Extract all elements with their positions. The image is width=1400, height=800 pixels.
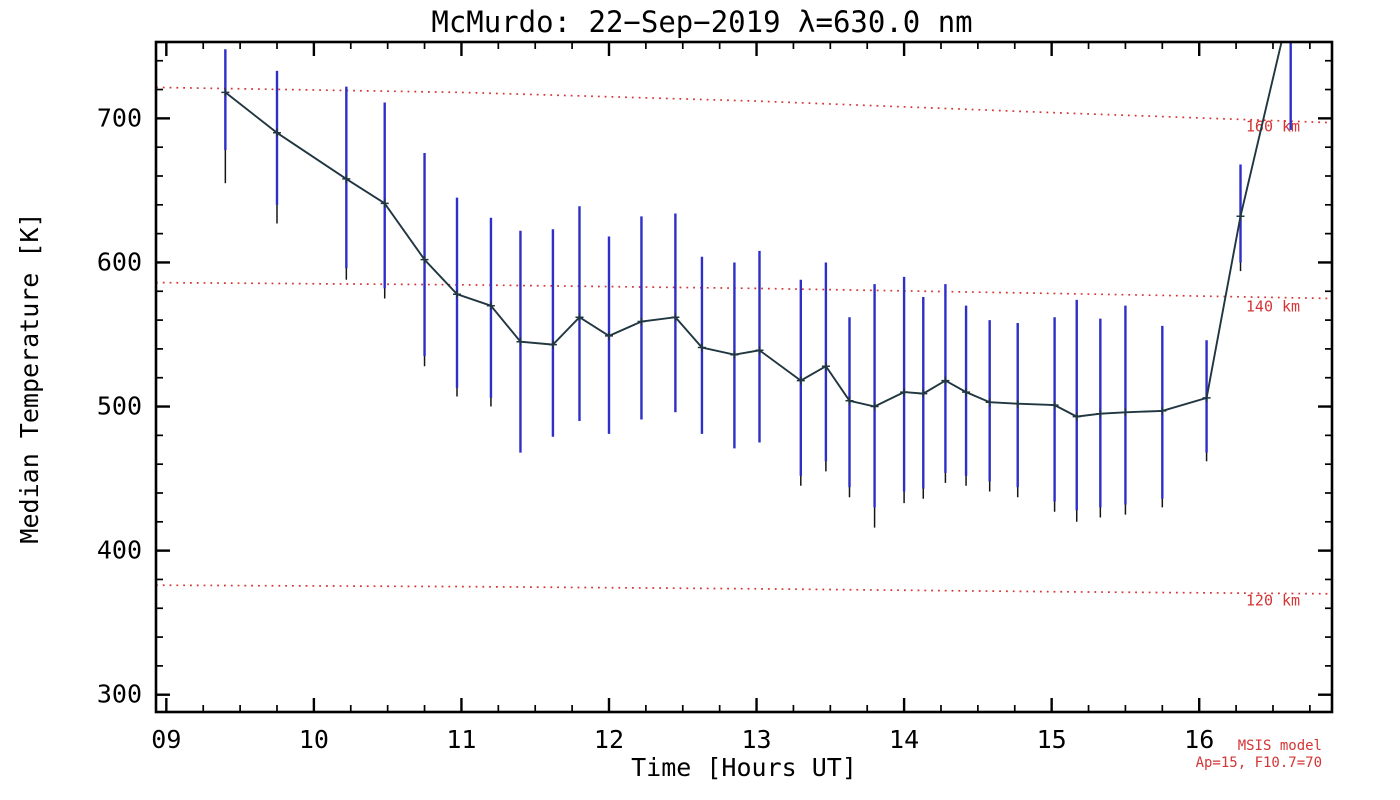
- data-marker: [1287, 0, 1295, 7]
- msis-line-120km: [155, 584, 1333, 595]
- msis-label-120km: 120 km: [1246, 591, 1300, 609]
- y-axis-label: Median Temperature [K]: [15, 212, 44, 543]
- data-marker: [941, 376, 950, 385]
- data-marker: [1096, 409, 1105, 418]
- y-tick-label: 700: [97, 103, 142, 132]
- x-tick-label: 12: [594, 725, 624, 754]
- data-marker: [870, 402, 879, 411]
- data-marker: [796, 376, 805, 385]
- data-marker: [420, 255, 429, 264]
- data-marker: [1050, 401, 1059, 410]
- x-tick-label: 10: [299, 725, 329, 754]
- x-tick-label: 09: [151, 725, 181, 754]
- data-marker: [697, 343, 706, 352]
- data-layer: [221, 0, 1295, 528]
- data-marker: [575, 313, 584, 322]
- data-marker: [1013, 399, 1022, 408]
- y-tick-label: 500: [97, 392, 142, 421]
- data-marker: [342, 174, 351, 183]
- x-axis-label: Time [Hours UT]: [631, 753, 857, 782]
- data-marker: [273, 128, 281, 137]
- msis-label-140km: 140 km: [1246, 297, 1300, 315]
- data-marker: [380, 199, 389, 208]
- data-marker: [1202, 393, 1211, 402]
- data-marker: [845, 396, 854, 405]
- plot-frame: [154, 40, 1334, 714]
- data-marker: [1121, 408, 1130, 417]
- x-tick-label: 14: [889, 725, 919, 754]
- temperature-line: [224, 42, 1283, 418]
- data-marker: [221, 88, 230, 97]
- data-marker: [821, 362, 830, 371]
- data-marker: [453, 290, 461, 299]
- data-marker: [900, 388, 909, 397]
- msis-label-160km: 160 km: [1246, 117, 1300, 135]
- msis-params-annotation: Ap=15, F10.7=70: [1196, 755, 1322, 771]
- x-tick-label: 15: [1037, 725, 1067, 754]
- x-tick-label: 16: [1184, 725, 1214, 754]
- msis-line-160km: [155, 86, 1333, 124]
- data-marker: [919, 389, 928, 398]
- chart-title: McMurdo: 22−Sep−2019 λ=630.0 nm: [431, 5, 972, 39]
- msis-model-annotation: MSIS model: [1238, 738, 1322, 754]
- data-marker: [1158, 406, 1167, 415]
- data-marker: [516, 337, 525, 346]
- data-marker: [962, 388, 971, 397]
- data-marker: [730, 350, 739, 359]
- data-marker: [605, 331, 613, 340]
- data-marker: [637, 317, 646, 326]
- data-marker: [1072, 412, 1081, 421]
- data-marker: [548, 340, 557, 349]
- data-marker: [671, 313, 680, 322]
- x-tick-label: 11: [446, 725, 476, 754]
- chart-generated-layer: 160 km 140 km 120 km 09 10 11 12 13 14 15 16 300 400…: [97, 0, 1334, 754]
- y-tick-label: 600: [97, 247, 142, 276]
- data-marker: [755, 346, 764, 355]
- y-tick-label: 400: [97, 536, 142, 565]
- y-tick-label: 300: [97, 680, 142, 709]
- msis-line-140km: [155, 281, 1333, 300]
- x-tick-label: 13: [741, 725, 771, 754]
- data-marker: [985, 398, 994, 407]
- data-marker: [1236, 212, 1245, 221]
- data-marker: [486, 301, 495, 310]
